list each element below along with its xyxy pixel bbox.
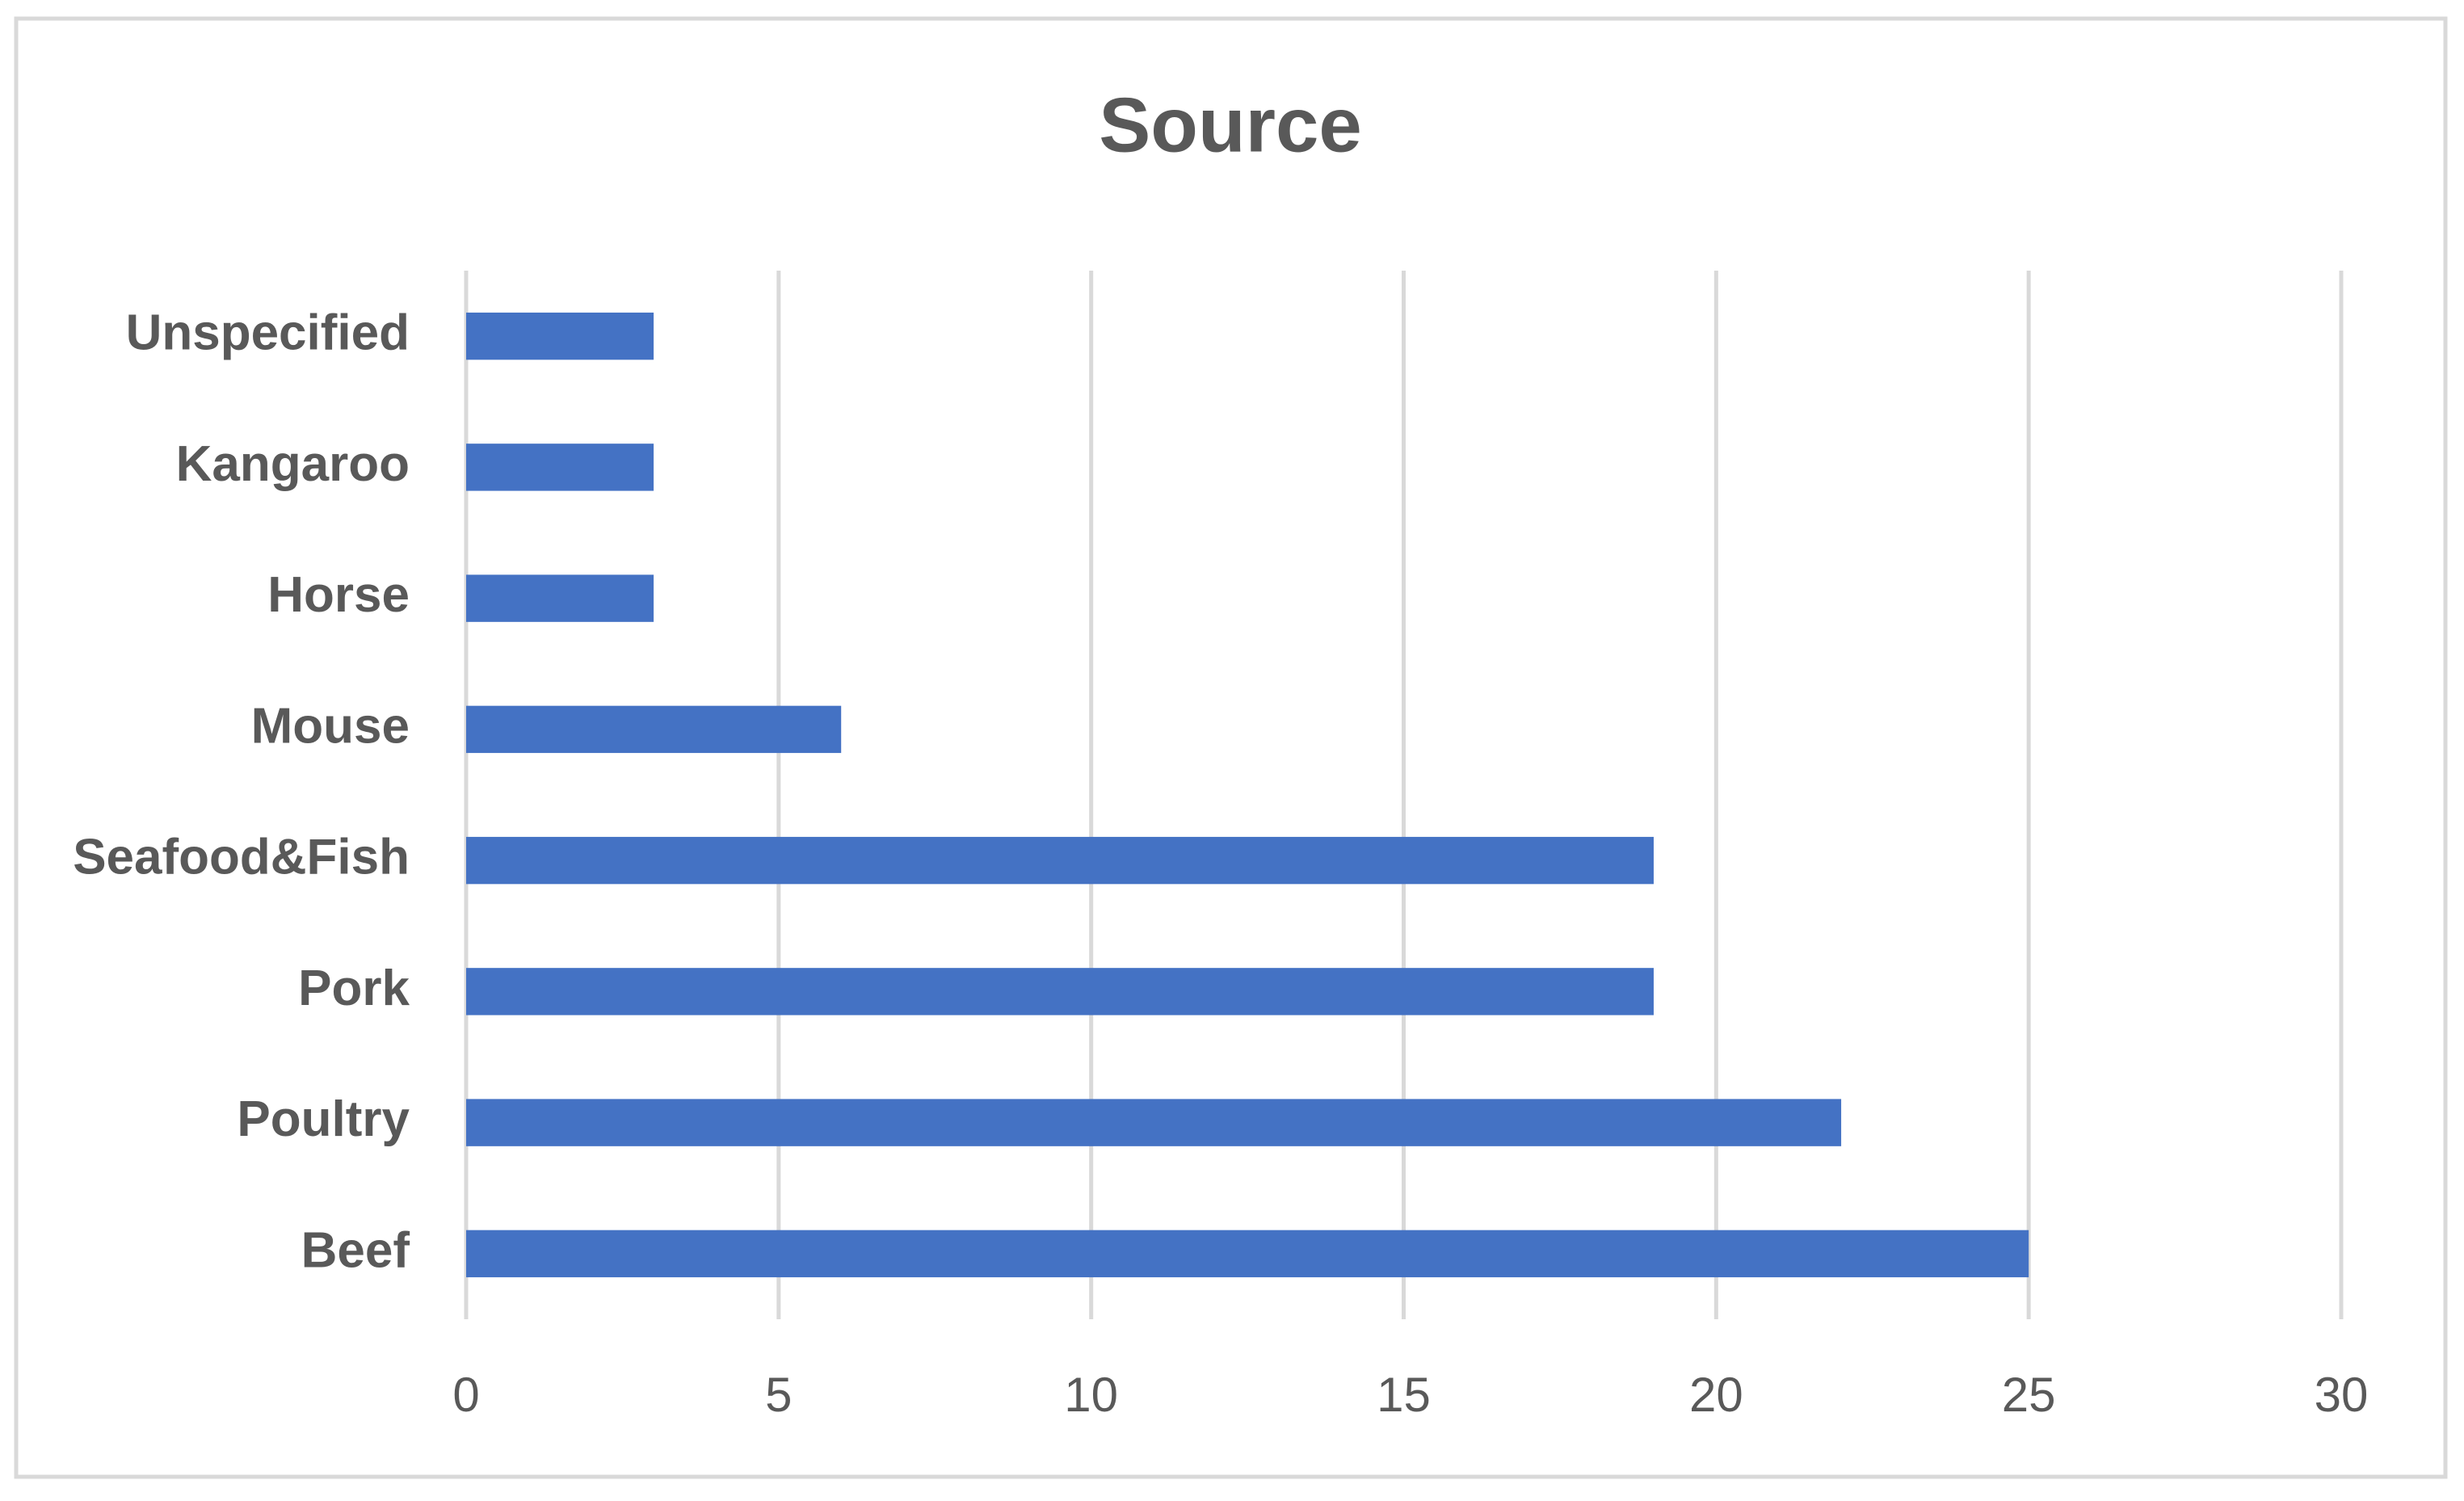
x-tick-label: 20 [1689,1368,1743,1422]
y-tick-label: Seafood&Fish [73,830,410,885]
x-tick-label: 0 [452,1368,479,1422]
y-tick-label: Kangaroo [176,436,410,492]
bar [466,836,1654,885]
bar [466,444,654,491]
x-tick-label: 5 [765,1368,792,1422]
y-tick-label: Poultry [237,1091,410,1147]
bar [466,1230,2029,1278]
bar [466,1099,1842,1146]
x-tick-label: 25 [2002,1368,2056,1422]
x-tick-label: 10 [1064,1368,1118,1422]
y-tick-label: Unspecified [126,305,410,361]
y-tick-label: Pork [298,961,410,1016]
y-tick-label: Horse [267,567,410,623]
y-tick-label: Mouse [251,698,410,754]
x-tick-label: 15 [1377,1368,1431,1422]
x-tick-label: 30 [2315,1368,2369,1422]
bar [466,705,842,754]
bar [466,312,654,360]
bar [466,574,654,622]
y-tick-label: Beef [301,1222,410,1278]
bar [466,968,1654,1015]
chart-title: Source [1099,82,1361,168]
